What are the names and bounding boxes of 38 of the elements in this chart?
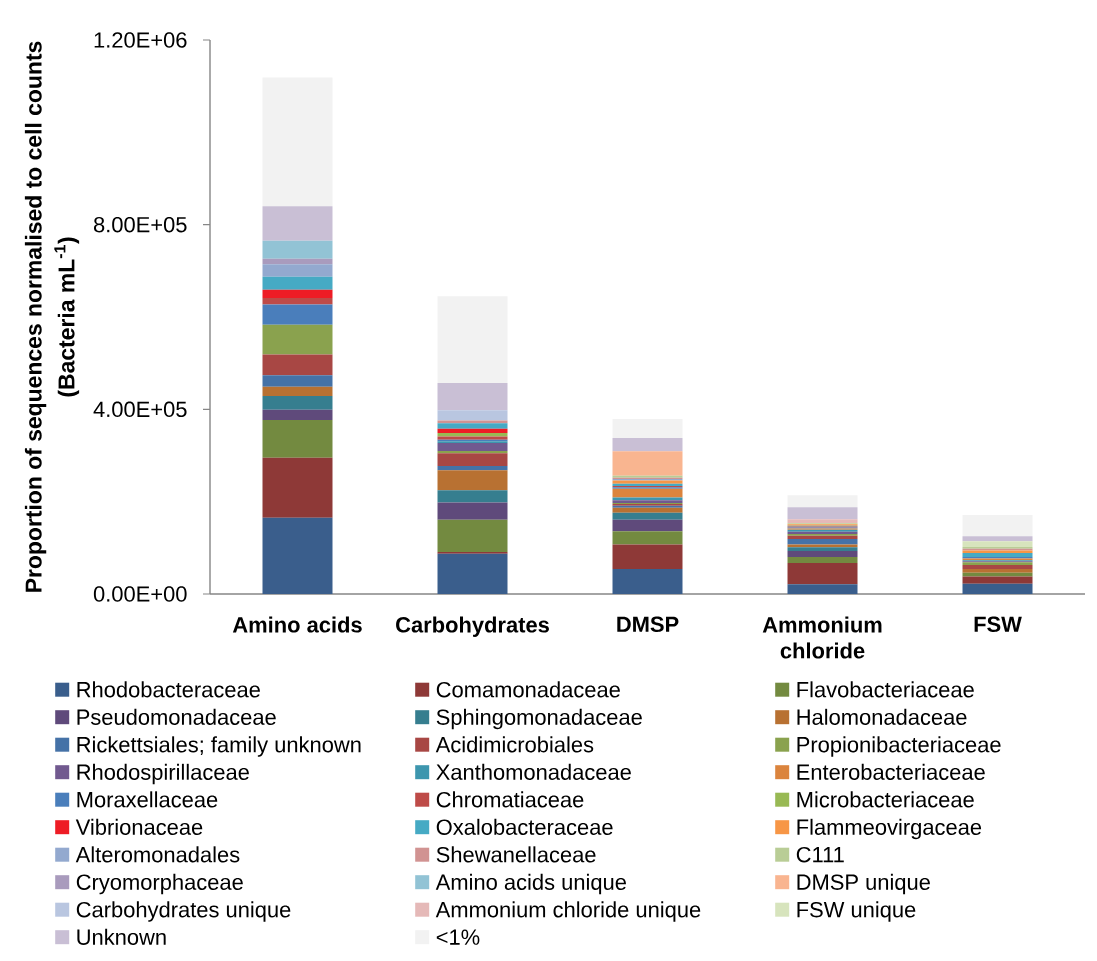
legend-label: Chromatiaceae	[436, 791, 584, 808]
legend-label: Moraxellaceae	[77, 791, 218, 808]
x-tick-label: Carbohydrates	[396, 616, 549, 637]
x-tick-label: DMSP	[617, 616, 679, 633]
x-tick-label: Ammonium chloride	[762, 616, 882, 659]
x-tick-label: Amino acids	[232, 616, 362, 633]
legend-label: Xanthomonadaceae	[436, 763, 631, 780]
legend-label: Sphingomonadaceae	[436, 708, 642, 730]
legend-label: FSW unique	[797, 901, 916, 922]
legend-label: Propionibacteriaceae	[797, 736, 1001, 757]
legend-label: Oxalobacteraceae	[436, 818, 613, 835]
legend-label: Amino acids unique	[435, 873, 626, 895]
legend-label: Enterobacteriaceae	[797, 763, 985, 780]
legend-label: Rickettsiales; family unknown	[77, 736, 361, 757]
y-tick-label: 1.20E+06	[94, 32, 187, 48]
legend-label: Vibrionaceae	[75, 818, 203, 835]
legend-label: Alteromonadales	[75, 846, 240, 863]
legend-label: Rhodospirillaceae	[77, 763, 249, 785]
y-tick-label: 8.00E+05	[93, 216, 187, 233]
legend-label: Pseudomonadaceae	[77, 708, 276, 725]
legend-label: Cryomorphaceae	[76, 873, 243, 895]
legend-label: Ammonium chloride unique	[435, 901, 701, 922]
legend-label: <1%	[436, 929, 480, 945]
legend-label: Flammeovirgaceae	[797, 818, 982, 840]
legend-label: Rhodobacteraceae	[77, 681, 260, 698]
legend-label: Microbacteriaceae	[797, 791, 974, 808]
legend-label: Unknown	[77, 928, 166, 945]
x-tick-label: FSW	[974, 616, 1022, 633]
legend-label: Halomonadaceae	[797, 708, 967, 725]
legend-label: Acidimicrobiales	[435, 736, 594, 753]
legend-label: C111	[796, 846, 844, 863]
legend-label: Shewanellaceae	[436, 846, 596, 863]
y-tick-label: 0.00E+00	[93, 586, 187, 602]
legend-label: Carbohydrates unique	[76, 901, 291, 922]
legend-label: DMSP unique	[797, 873, 930, 895]
y-tick-label: 4.00E+05	[93, 401, 187, 418]
legend-label: Comamonadaceae	[436, 681, 620, 698]
legend-label: Flavobacteriaceae	[797, 681, 974, 698]
